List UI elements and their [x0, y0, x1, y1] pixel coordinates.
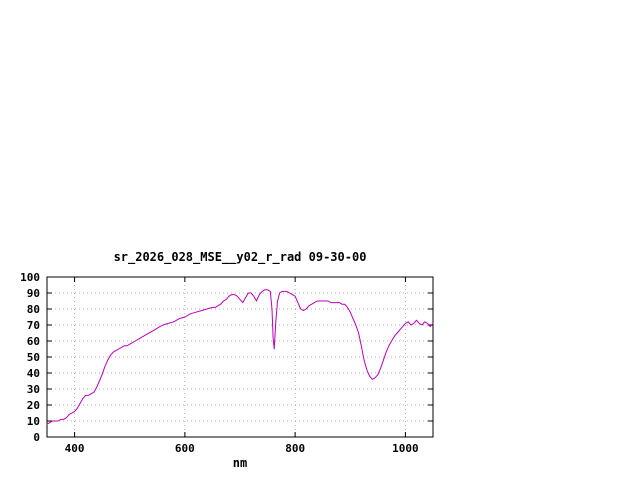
chart-title: sr_2026_028_MSE__y02_r_rad 09-30-00: [113, 250, 367, 264]
y-tick-label: 50: [27, 351, 40, 364]
y-tick-label: 90: [27, 287, 40, 300]
y-tick-label: 20: [27, 399, 40, 412]
x-tick-label: 800: [285, 442, 305, 455]
y-tick-label: 100: [20, 271, 40, 284]
x-tick-label: 600: [175, 442, 195, 455]
y-tick-label: 60: [27, 335, 40, 348]
y-tick-label: 40: [27, 367, 40, 380]
y-tick-label: 0: [33, 431, 40, 444]
x-tick-label: 1000: [392, 442, 419, 455]
y-tick-label: 80: [27, 303, 40, 316]
x-tick-label: 400: [65, 442, 85, 455]
x-axis-label: nm: [232, 456, 248, 470]
y-tick-label: 30: [27, 383, 40, 396]
y-tick-label: 70: [27, 319, 40, 332]
y-tick-label: 10: [27, 415, 40, 428]
spectrum-data-line: [46, 289, 434, 425]
